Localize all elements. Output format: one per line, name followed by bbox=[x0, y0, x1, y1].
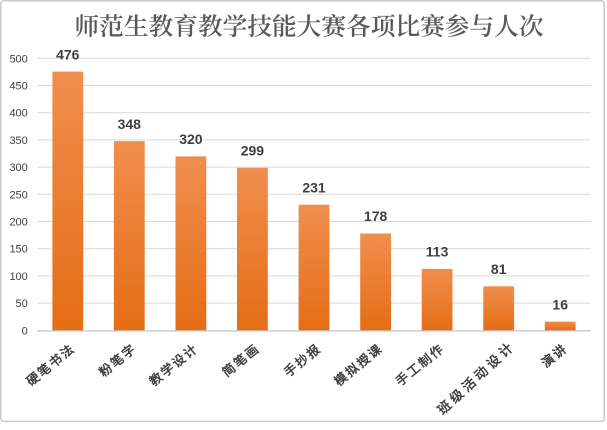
svg-text:200: 200 bbox=[9, 217, 27, 229]
svg-text:250: 250 bbox=[9, 189, 27, 201]
svg-text:178: 178 bbox=[364, 208, 388, 224]
svg-text:450: 450 bbox=[9, 81, 27, 93]
svg-text:299: 299 bbox=[241, 143, 265, 159]
svg-text:476: 476 bbox=[56, 46, 80, 62]
svg-text:81: 81 bbox=[491, 261, 507, 277]
svg-text:师范生教育教学技能大赛各项比赛参与人次: 师范生教育教学技能大赛各项比赛参与人次 bbox=[74, 8, 543, 43]
svg-text:0: 0 bbox=[22, 325, 28, 337]
svg-text:400: 400 bbox=[9, 108, 27, 120]
svg-text:100: 100 bbox=[9, 271, 27, 283]
svg-text:150: 150 bbox=[9, 244, 27, 256]
svg-text:231: 231 bbox=[302, 179, 326, 195]
svg-text:50: 50 bbox=[16, 298, 28, 310]
svg-text:348: 348 bbox=[118, 116, 142, 132]
svg-text:113: 113 bbox=[426, 244, 449, 260]
svg-text:350: 350 bbox=[9, 135, 27, 147]
svg-text:300: 300 bbox=[9, 162, 27, 174]
svg-text:500: 500 bbox=[9, 53, 27, 65]
svg-text:320: 320 bbox=[179, 131, 203, 147]
svg-text:16: 16 bbox=[552, 296, 568, 312]
